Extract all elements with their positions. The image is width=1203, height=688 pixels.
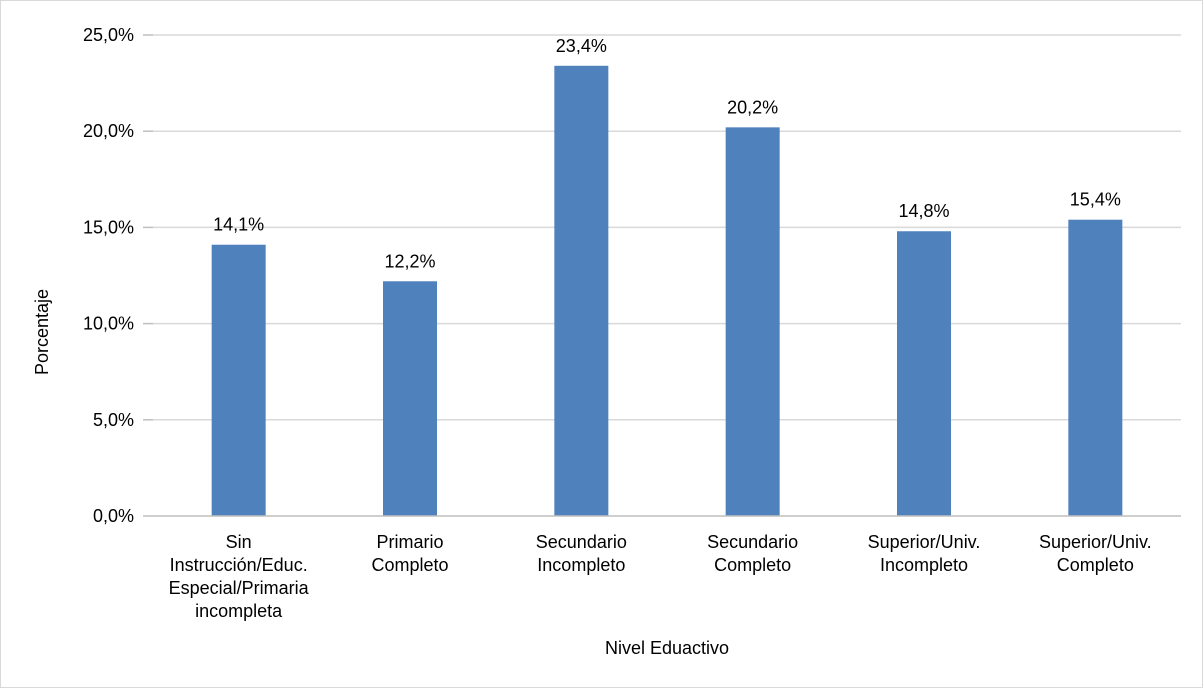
- bar: [897, 231, 951, 517]
- data-labels: 14,1% 12,2% 23,4% 20,2% 14,8% 15,4%: [213, 36, 1121, 271]
- bar: [1068, 219, 1123, 517]
- x-tick-label-line: Sin: [226, 532, 252, 552]
- data-label: 23,4%: [556, 36, 607, 56]
- x-tick-label-line: Completo: [371, 555, 448, 575]
- y-axis-ticks: 0,0% 5,0% 10,0% 15,0% 20,0% 25,0%: [83, 25, 153, 526]
- y-tick-label: 25,0%: [83, 25, 134, 45]
- data-label: 14,8%: [898, 201, 949, 221]
- x-tick-label-line: Superior/Univ.: [1039, 532, 1152, 552]
- x-tick-label-line: Completo: [1057, 555, 1134, 575]
- x-tick-label: Sin Instrucción/Educ. Especial/Primaria inc…: [169, 532, 310, 621]
- y-tick-label: 5,0%: [93, 410, 134, 430]
- bar: [211, 244, 266, 516]
- bar: [554, 65, 609, 516]
- y-tick-label: 15,0%: [83, 217, 134, 237]
- gridlines: [153, 34, 1181, 421]
- bar: [725, 127, 780, 517]
- x-tick-label-line: Especial/Primaria: [169, 578, 310, 598]
- x-tick-label-line: Secundario: [536, 532, 627, 552]
- x-tick-label: Secundario Incompleto: [536, 532, 627, 575]
- x-axis-ticks: Sin Instrucción/Educ. Especial/Primaria inc…: [169, 532, 1152, 621]
- x-tick-label: Primario Completo: [371, 532, 448, 575]
- data-label: 12,2%: [384, 251, 435, 271]
- bars: [211, 65, 1123, 517]
- x-tick-label-line: Instrucción/Educ.: [170, 555, 308, 575]
- y-tick-label: 10,0%: [83, 314, 134, 334]
- data-label: 20,2%: [727, 97, 778, 117]
- x-tick-label-line: Incompleto: [537, 555, 625, 575]
- x-tick-label: Superior/Univ. Completo: [1039, 532, 1152, 575]
- x-tick-label-line: Superior/Univ.: [868, 532, 981, 552]
- y-tick-label: 0,0%: [93, 506, 134, 526]
- x-tick-label-line: incompleta: [195, 601, 283, 621]
- data-label: 14,1%: [213, 215, 264, 235]
- x-axis-title: Nivel Eduactivo: [605, 638, 729, 658]
- y-tick-label: 20,0%: [83, 121, 134, 141]
- y-axis-title: Porcentaje: [32, 289, 52, 375]
- x-tick-label-line: Secundario: [707, 532, 798, 552]
- data-label: 15,4%: [1070, 190, 1121, 210]
- bar: [383, 281, 437, 516]
- x-tick-label-line: Primario: [376, 532, 443, 552]
- x-tick-label-line: Completo: [714, 555, 791, 575]
- x-tick-label: Superior/Univ. Incompleto: [868, 532, 981, 575]
- x-tick-label: Secundario Completo: [707, 532, 798, 575]
- x-tick-label-line: Incompleto: [880, 555, 968, 575]
